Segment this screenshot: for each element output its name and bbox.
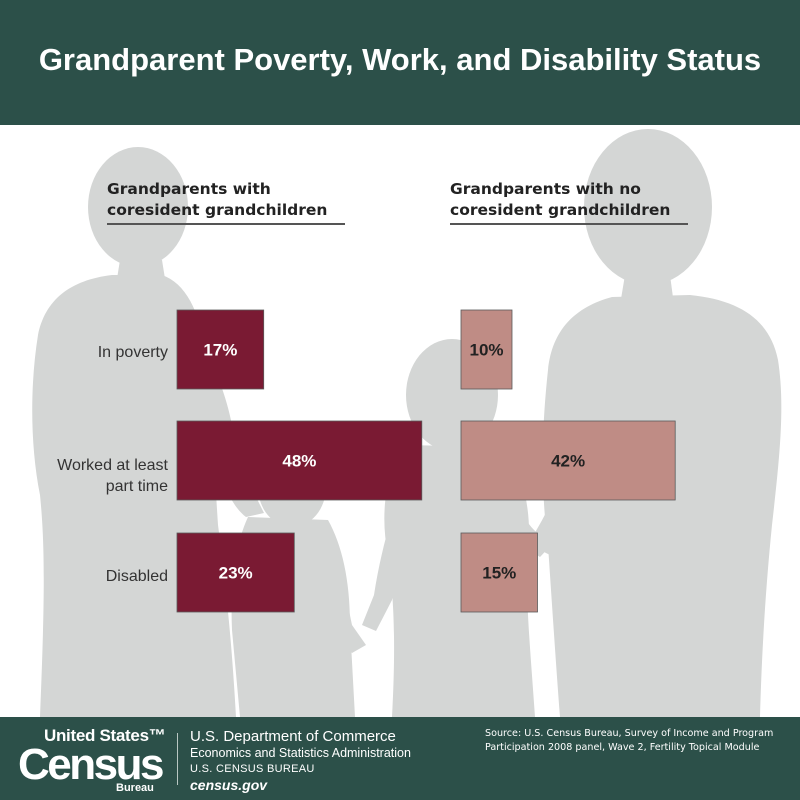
- category-label-in-poverty-text: In poverty: [97, 344, 168, 361]
- right-group-title: Grandparents with no coresident grandchi…: [450, 179, 670, 221]
- right-group-title-line-2: coresident grandchildren: [450, 201, 671, 219]
- bar-label-no-coresident-in-poverty: 10%: [469, 341, 503, 360]
- grandfather-silhouette: [525, 129, 782, 717]
- source-note: Source: U.S. Census Bureau, Survey of In…: [485, 728, 774, 753]
- left-group-underline: [107, 223, 345, 225]
- website-link[interactable]: census.gov: [190, 777, 268, 793]
- header-banner: Grandparent Poverty, Work, and Disabilit…: [0, 0, 800, 125]
- footer-banner: United States™ Census Bureau U.S. Depart…: [0, 717, 800, 800]
- bar-label-no-coresident-worked: 42%: [551, 452, 585, 471]
- category-label-worked-line-1: Worked at least: [57, 457, 168, 474]
- left-group-title: Grandparents with coresident grandchildr…: [107, 179, 327, 221]
- footer-divider: [177, 733, 178, 785]
- category-label-worked-line-2: part time: [105, 478, 168, 495]
- category-label-worked: Worked at least part time: [8, 455, 168, 497]
- census-logo-line-3: Bureau: [116, 782, 154, 794]
- department-name: U.S. Department of Commerce: [190, 728, 396, 745]
- category-label-disabled: Disabled: [8, 566, 168, 587]
- bar-no-coresident-in-poverty: [460, 309, 513, 390]
- bar-no-coresident-disabled: [460, 532, 538, 613]
- bar-label-coresident-in-poverty: 17%: [203, 341, 237, 360]
- left-group-title-line-1: Grandparents with: [107, 180, 271, 198]
- category-label-in-poverty: In poverty: [8, 342, 168, 363]
- bar-coresident-disabled: [176, 532, 295, 613]
- bar-chart: 17% 48% 23% 10% 42% 15%: [176, 309, 676, 613]
- left-group-title-line-2: coresident grandchildren: [107, 201, 328, 219]
- bureau-name: U.S. CENSUS BUREAU: [190, 763, 315, 775]
- census-logo-line-1: United States™: [44, 726, 166, 745]
- bar-no-coresident-worked: [460, 420, 676, 501]
- administration-name: Economics and Statistics Administration: [190, 746, 411, 760]
- bar-coresident-worked: [176, 420, 423, 501]
- bar-label-coresident-disabled: 23%: [219, 564, 253, 583]
- right-group-underline: [450, 223, 688, 225]
- census-logo-wordmark: Census: [18, 740, 164, 789]
- category-label-disabled-text: Disabled: [105, 568, 168, 585]
- chart-area: Grandparents with coresident grandchildr…: [0, 125, 800, 717]
- page-title: Grandparent Poverty, Work, and Disabilit…: [38, 42, 762, 77]
- bar-coresident-in-poverty: [176, 309, 265, 390]
- bar-label-no-coresident-disabled: 15%: [482, 564, 516, 583]
- right-group-title-line-1: Grandparents with no: [450, 180, 641, 198]
- bar-label-coresident-worked: 48%: [282, 452, 316, 471]
